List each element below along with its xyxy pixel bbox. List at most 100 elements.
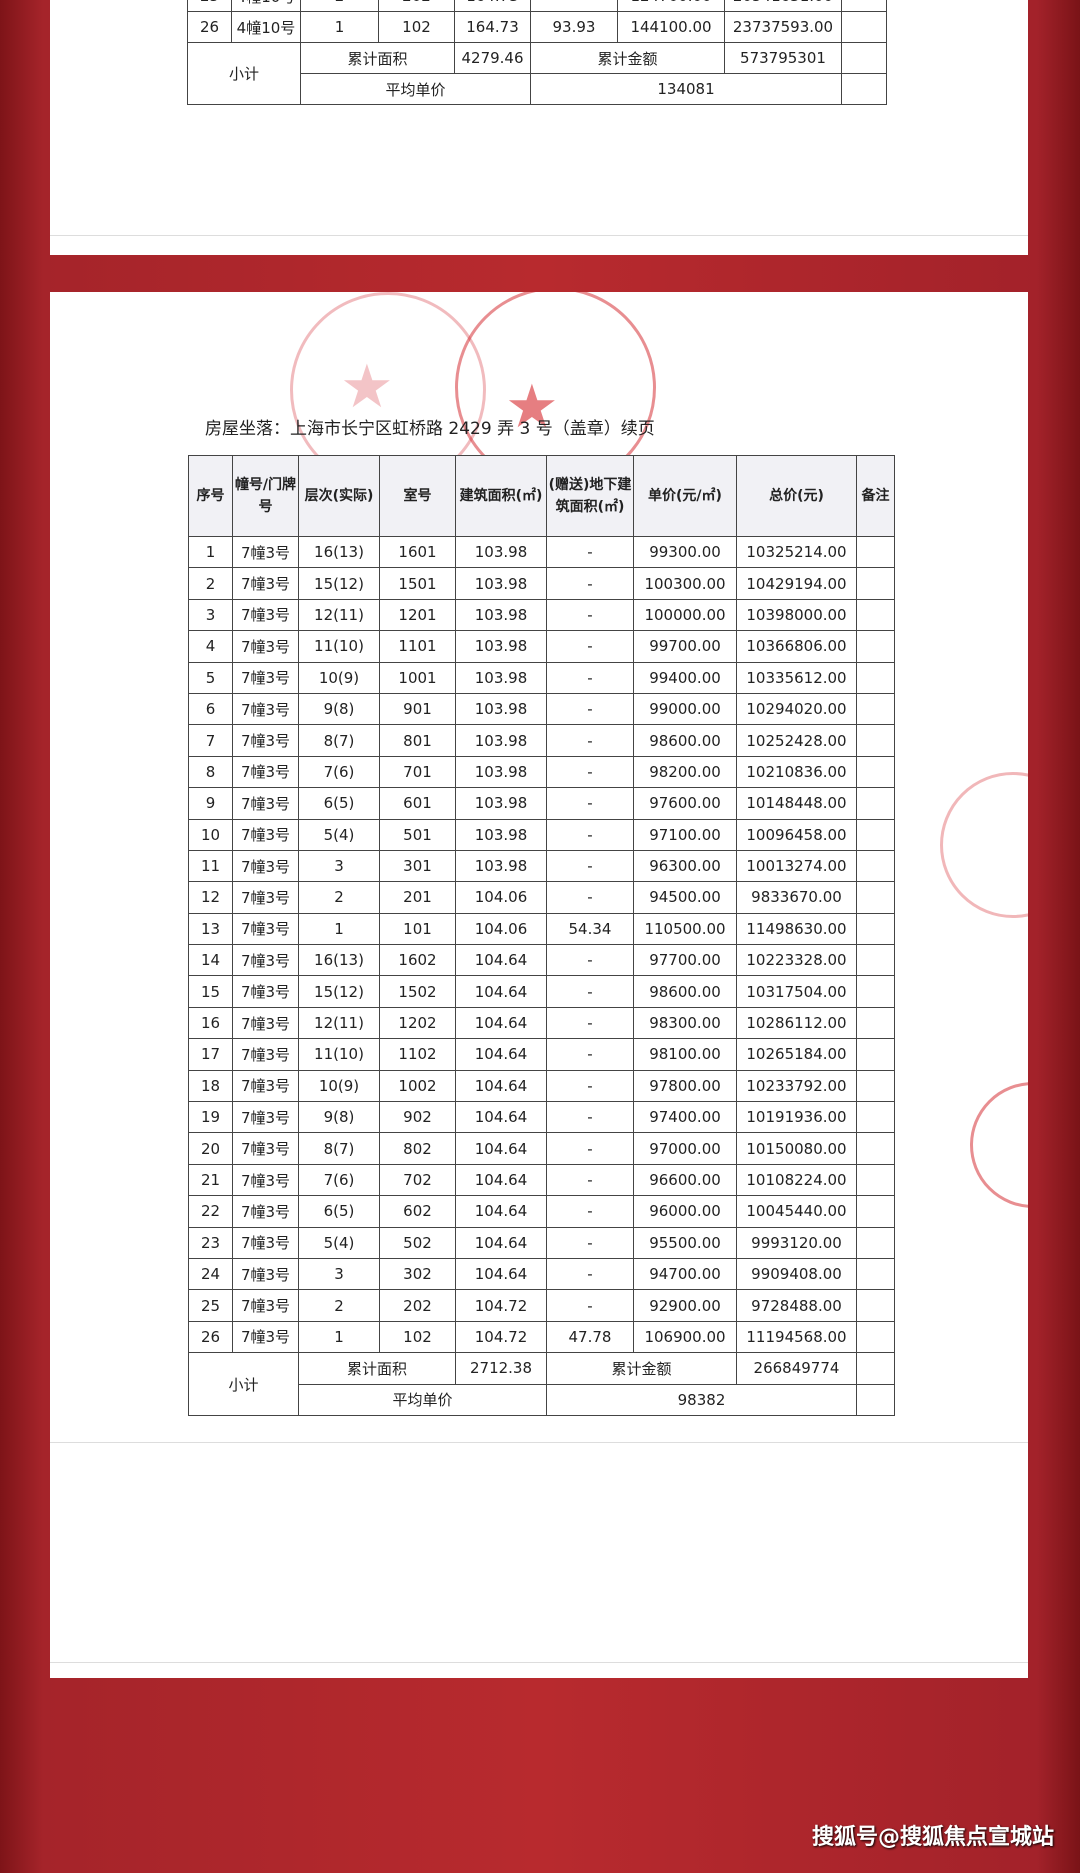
table-row: 16 7幢3号 12(11) 1202 104.64-98300.00 10286112.… (188, 1006, 895, 1040)
cell-total: 9728488.00 (736, 1289, 857, 1322)
table-row: 13 7幢3号 1 101 104.06 54.34 110500.00 11498630.0… (188, 912, 895, 946)
cell-total: 9993120.00 (736, 1226, 857, 1259)
cell-building: 7幢3号 (232, 818, 299, 851)
cell-no: 8 (188, 755, 233, 789)
seal-star-icon: ★ (505, 372, 559, 442)
table-row: 5 7幢3号 10(9) 1001 103.98-99400.00 10335612.00 (188, 661, 895, 694)
cell-remark (856, 724, 895, 757)
cell-unit-price: 98300.00 (633, 1006, 737, 1040)
cell-remark (856, 1320, 895, 1354)
divider (50, 235, 1028, 236)
partial-seal (940, 772, 1028, 918)
cell-area: 164.73 (454, 11, 531, 43)
table-row: 21 7幢3号 7(6) 702 104.64-96600.00 10108224.00 (188, 1163, 895, 1197)
cell-floor: 2 (298, 881, 380, 914)
cell-no: 26 (187, 11, 232, 43)
cell-total: 10294020.00 (736, 692, 857, 726)
cell-building: 7幢3号 (232, 755, 299, 789)
cell-building: 7幢3号 (232, 1132, 299, 1165)
address-title: 房屋坐落：上海市长宁区虹桥路 2429 弄 3 号（盖章）续页 (205, 419, 655, 439)
cell-area: 104.64 (455, 1257, 547, 1291)
cell-floor: 2 (298, 1289, 380, 1322)
price-table-previous: 254幢10号2202164.73124700.0020541631.00264… (187, 0, 887, 105)
cell-remark (856, 1101, 895, 1134)
cell-no: 19 (188, 1101, 233, 1134)
cell-building: 7幢3号 (232, 630, 299, 663)
empty-cell (856, 1383, 895, 1416)
table-row: 26 7幢3号 1 102 104.72 47.78 106900.00 11194568.0… (188, 1320, 895, 1354)
cell-basement: 47.78 (546, 1320, 634, 1354)
table-row: 25 7幢3号 2 202 104.72-92900.00 9728488.00 (188, 1289, 895, 1322)
cell-area: 103.98 (455, 692, 547, 726)
cell-room: 1102 (379, 1038, 456, 1071)
cell-area: 104.64 (455, 1163, 547, 1197)
cell-total: 10265184.00 (736, 1038, 857, 1071)
subtotal-label: 小计 (188, 1352, 299, 1416)
cell-room: 102 (378, 11, 455, 43)
seal-star-icon: ★ (340, 352, 394, 422)
cell-basement: - (546, 1195, 634, 1228)
empty-cell (841, 73, 887, 105)
cell-unit-price: 99400.00 (633, 661, 737, 694)
cell-unit-price: 94500.00 (633, 881, 737, 914)
total-area-value: 2712.38 (455, 1352, 547, 1385)
column-header: 建筑面积(㎡) (455, 455, 547, 537)
cell-building: 7幢3号 (232, 567, 299, 600)
cell-room: 701 (379, 755, 456, 789)
partial-seal (970, 1082, 1028, 1208)
cell-building: 7幢3号 (232, 912, 299, 946)
cell-room: 702 (379, 1163, 456, 1197)
cell-area: 103.98 (455, 849, 547, 883)
cell-building: 4幢10号 (231, 0, 301, 12)
table-header: 序号 幢号/门牌号 层次(实际) 室号 建筑面积(㎡) (赠送)地下建筑面积(㎡) 单价(元… (188, 455, 895, 537)
cell-area: 104.72 (455, 1289, 547, 1322)
cell-building: 7幢3号 (232, 661, 299, 694)
cell-basement: - (546, 849, 634, 883)
cell-basement: 54.34 (546, 912, 634, 946)
cell-unit-price: 98100.00 (633, 1038, 737, 1071)
cell-room: 202 (379, 1289, 456, 1322)
cell-floor: 8(7) (298, 1132, 380, 1165)
cell-room: 302 (379, 1257, 456, 1291)
cell-basement: - (546, 944, 634, 977)
cell-unit-price: 124700.00 (617, 0, 725, 12)
cell-area: 103.98 (455, 755, 547, 789)
cell-remark (856, 661, 895, 694)
cell-floor: 5(4) (298, 1226, 380, 1259)
column-header: 室号 (379, 455, 456, 537)
avg-price-value: 134081 (530, 73, 842, 105)
table-row: 3 7幢3号 12(11) 1201 103.98-100000.00 10398000.… (188, 598, 895, 632)
cell-remark (856, 598, 895, 632)
cell-basement: - (546, 1289, 634, 1322)
cell-floor: 3 (298, 849, 380, 883)
cell-unit-price: 99000.00 (633, 692, 737, 726)
cell-no: 13 (188, 912, 233, 946)
cell-basement: - (546, 818, 634, 851)
cell-no: 3 (188, 598, 233, 632)
cell-total: 10108224.00 (736, 1163, 857, 1197)
column-header: 备注 (856, 455, 895, 537)
cell-room: 1001 (379, 661, 456, 694)
cell-remark (856, 818, 895, 851)
cell-basement: - (546, 755, 634, 789)
cell-remark (856, 975, 895, 1008)
cell-unit-price: 144100.00 (617, 11, 725, 43)
table-row: 24 7幢3号 3 302 104.64-94700.00 9909408.00 (188, 1257, 895, 1291)
cell-remark (856, 1195, 895, 1228)
table-row: 26 4幢10号 1 102 164.73 93.93 144100.00 23737593.… (187, 11, 887, 43)
cell-remark (856, 1132, 895, 1165)
cell-remark (856, 1163, 895, 1197)
cell-basement: - (546, 1038, 634, 1071)
total-area-value: 4279.46 (454, 42, 531, 74)
cell-floor: 16(13) (298, 944, 380, 977)
cell-building: 4幢10号 (231, 11, 301, 43)
column-header: 层次(实际) (298, 455, 380, 537)
cell-total: 10429194.00 (736, 567, 857, 600)
cell-unit-price: 100300.00 (633, 567, 737, 600)
cell-total: 10233792.00 (736, 1069, 857, 1103)
document-page-previous: 254幢10号2202164.73124700.0020541631.00264… (50, 0, 1028, 255)
cell-no: 15 (188, 975, 233, 1008)
cell-unit-price: 106900.00 (633, 1320, 737, 1354)
table-row: 19 7幢3号 9(8) 902 104.64-97400.00 10191936.00 (188, 1101, 895, 1134)
cell-building: 7幢3号 (232, 1320, 299, 1354)
